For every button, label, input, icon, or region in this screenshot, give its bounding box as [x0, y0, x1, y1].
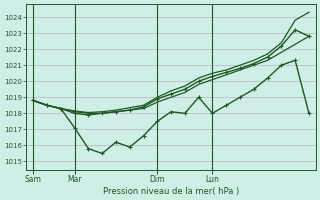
- X-axis label: Pression niveau de la mer( hPa ): Pression niveau de la mer( hPa ): [103, 187, 239, 196]
